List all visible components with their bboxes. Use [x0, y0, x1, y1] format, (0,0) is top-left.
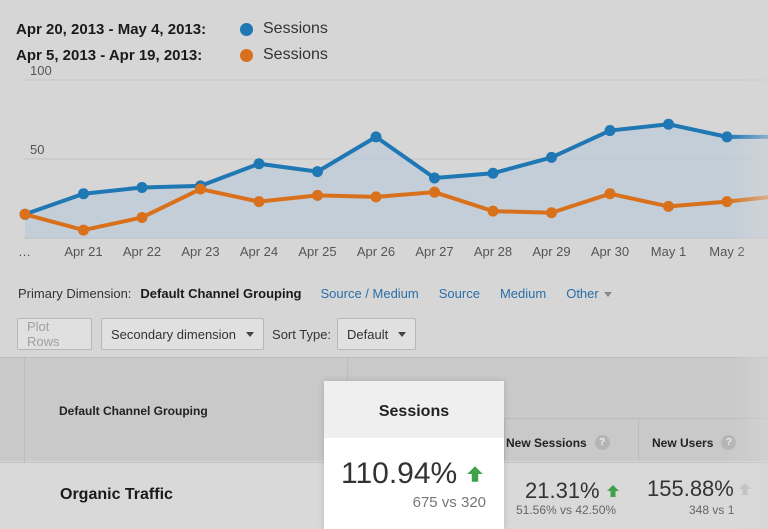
sessions-header-cell: Sessions	[324, 381, 504, 438]
x-tick-label-10: Apr 30	[591, 244, 629, 259]
legend-series-current: Sessions	[263, 20, 328, 37]
new-users-pct: 155.88%	[647, 476, 734, 501]
data-point-1-2	[136, 211, 148, 223]
arrow-up-icon	[467, 466, 483, 482]
data-point-0-6	[370, 131, 382, 143]
x-tick-label-5: Apr 25	[298, 244, 336, 259]
dimension-other-dropdown[interactable]: Other	[566, 286, 612, 301]
sort-type-label: Sort Type:	[272, 326, 332, 342]
x-tick-label-9: Apr 29	[532, 244, 570, 259]
legend-range-current: Apr 20, 2013 - May 4, 2013:	[16, 20, 207, 38]
legend-series-previous: Sessions	[263, 46, 328, 63]
dimension-source-link[interactable]: Source	[438, 286, 480, 301]
new-sessions-compare: 51.56% vs 42.50%	[516, 503, 617, 517]
arrow-up-icon	[738, 483, 751, 495]
x-tick-label-1: Apr 21	[64, 244, 102, 259]
data-point-0-7	[429, 172, 440, 184]
data-point-1-5	[312, 189, 323, 201]
data-point-1-1	[78, 224, 89, 236]
table-toolbar: Plot Rows Secondary dimension Sort Type:…	[17, 318, 417, 350]
new-sessions-header-label: New Sessions	[506, 435, 587, 450]
new-users-header[interactable]: New Users ?	[652, 435, 737, 450]
data-point-0-2	[136, 181, 148, 193]
x-tick-label-7: Apr 27	[415, 244, 453, 259]
series-line-0	[24, 122, 768, 217]
row-label-organic-traffic[interactable]: Organic Traffic	[60, 486, 173, 503]
data-point-0-1	[78, 188, 89, 200]
sort-type-dropdown[interactable]: Default	[337, 318, 417, 350]
x-tick-label-0: …	[18, 244, 31, 259]
x-tick-label-6: Apr 26	[357, 244, 395, 259]
dimension-default-channel-grouping[interactable]: Default Channel Grouping	[140, 286, 302, 301]
dimension-source-medium-link[interactable]: Source / Medium	[320, 286, 419, 301]
data-point-0-12	[721, 131, 733, 143]
data-point-0-4	[253, 158, 265, 170]
data-point-0-8	[487, 167, 499, 179]
legend-dot-current	[240, 22, 253, 36]
new-sessions-pct: 21.31%	[525, 478, 600, 503]
secondary-dimension-dropdown[interactable]: Secondary dimension	[101, 318, 265, 350]
legend-previous-period: Apr 5, 2013 - Apr 19, 2013: Sessions	[16, 42, 328, 68]
new-users-header-cell	[638, 418, 768, 461]
data-point-1-8	[487, 205, 499, 217]
new-users-change: 155.88%	[647, 476, 752, 502]
series-current-area	[25, 124, 768, 238]
primary-dimension-label: Primary Dimension:	[18, 286, 132, 301]
data-point-1-11	[663, 200, 674, 212]
data-point-0-10	[604, 125, 616, 137]
series-line-1	[24, 187, 768, 233]
sessions-pct: 110.94%	[341, 457, 458, 490]
legend-range-previous: Apr 5, 2013 - Apr 19, 2013:	[16, 46, 203, 64]
legend-current-period: Apr 20, 2013 - May 4, 2013: Sessions	[16, 16, 328, 42]
sessions-header[interactable]: Sessions	[378, 403, 450, 420]
x-tick-label-8: Apr 28	[474, 244, 512, 259]
sessions-column-highlight: Sessions 110.94% 675 vs 320	[324, 381, 504, 529]
legend-dot-previous	[240, 48, 253, 62]
sessions-line-chart: 50 100 … Apr 21 Apr 22 Apr 23 Apr 24 Apr 25 Apr …	[18, 63, 768, 259]
sort-type-value: Default	[347, 326, 389, 342]
x-tick-label-2: Apr 22	[123, 244, 161, 259]
new-sessions-header[interactable]: New Sessions ?	[506, 435, 610, 450]
data-point-1-0	[19, 208, 31, 220]
chart-legend: Apr 20, 2013 - May 4, 2013: Sessions Apr…	[16, 16, 328, 68]
data-point-1-9	[546, 207, 557, 219]
y-tick-label-100: 100	[30, 63, 52, 78]
data-point-1-3	[195, 183, 206, 195]
data-point-1-10	[604, 188, 616, 200]
x-tick-label-12: May 2	[709, 244, 744, 259]
arrow-up-icon	[606, 485, 619, 497]
help-icon[interactable]: ?	[721, 435, 737, 450]
data-point-0-11	[663, 118, 674, 130]
new-users-header-label: New Users	[652, 435, 714, 450]
data-point-1-4	[253, 196, 265, 208]
chevron-down-icon	[603, 292, 612, 298]
new-sessions-change: 21.31%	[525, 478, 620, 504]
dimension-other-label: Other	[566, 286, 599, 301]
chevron-down-icon	[246, 331, 255, 337]
new-sessions-header-cell	[504, 418, 638, 461]
primary-dimension-bar: Primary Dimension: Default Channel Group…	[18, 286, 632, 301]
sessions-compare: 675 vs 320	[412, 494, 486, 511]
dimension-medium-link[interactable]: Medium	[499, 286, 547, 301]
data-point-1-12	[721, 196, 733, 208]
new-users-compare: 348 vs 1	[689, 503, 735, 517]
x-tick-label-4: Apr 24	[240, 244, 278, 259]
data-point-1-6	[370, 191, 382, 203]
plot-rows-button[interactable]: Plot Rows	[17, 318, 92, 350]
secondary-dimension-label: Secondary dimension	[111, 326, 237, 342]
data-point-0-9	[546, 151, 557, 163]
data-point-0-5	[312, 166, 323, 178]
data-point-1-7	[429, 186, 440, 198]
x-tick-label-3: Apr 23	[181, 244, 219, 259]
x-tick-label-11: May 1	[651, 244, 686, 259]
help-icon[interactable]: ?	[594, 435, 610, 450]
default-channel-grouping-header[interactable]: Default Channel Grouping	[59, 404, 208, 418]
sessions-change: 110.94%	[341, 457, 484, 491]
chevron-down-icon	[398, 331, 407, 337]
y-tick-label-50: 50	[30, 142, 44, 157]
